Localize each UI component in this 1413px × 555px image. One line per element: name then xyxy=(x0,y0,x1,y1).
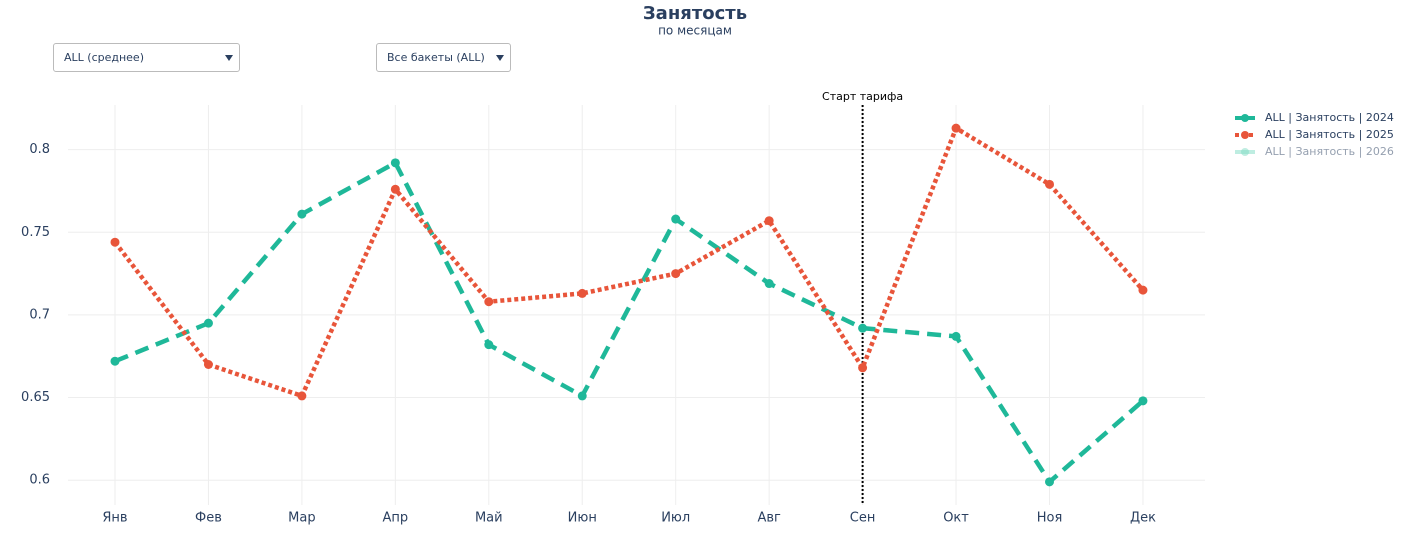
data-point xyxy=(203,360,213,370)
legend-label: ALL | Занятость | 2024 xyxy=(1265,111,1394,124)
x-tick-label: Дек xyxy=(1130,511,1156,526)
legend-label: ALL | Занятость | 2025 xyxy=(1265,128,1394,141)
series-line xyxy=(113,124,1145,399)
x-tick-label: Апр xyxy=(383,511,409,526)
y-tick-label: 0.75 xyxy=(21,225,50,240)
series-line xyxy=(114,159,1145,486)
data-point xyxy=(484,297,494,307)
data-point xyxy=(1045,477,1054,487)
data-point xyxy=(390,184,400,194)
dropdown[interactable]: ALL (среднее) xyxy=(53,43,240,72)
reference-label: Старт тарифа xyxy=(822,90,903,103)
dropdown-label: Все бакеты (ALL) xyxy=(387,51,485,64)
legend-marker xyxy=(1241,148,1249,156)
x-tick-label: Янв xyxy=(102,511,127,526)
dropdown-arrow xyxy=(496,55,504,61)
data-point xyxy=(203,318,213,328)
x-tick-label: Окт xyxy=(943,511,969,526)
x-tick-label: Авг xyxy=(757,511,781,526)
data-point xyxy=(858,323,868,333)
data-point xyxy=(858,363,868,373)
data-point xyxy=(951,331,961,341)
data-point xyxy=(297,209,307,219)
data-point xyxy=(577,288,587,298)
y-tick-label: 0.65 xyxy=(21,390,50,405)
y-tick-label: 0.6 xyxy=(29,473,50,488)
data-point xyxy=(484,340,494,350)
dropdown-label: ALL (среднее) xyxy=(64,51,144,64)
dropdown-arrow xyxy=(225,55,233,61)
x-tick-label: Июн xyxy=(568,511,597,526)
data-point xyxy=(764,279,774,289)
data-point xyxy=(577,391,587,401)
legend-label: ALL | Занятость | 2026 xyxy=(1265,145,1394,158)
legend-marker xyxy=(1241,114,1249,122)
data-point xyxy=(951,123,961,133)
data-point xyxy=(1045,179,1054,189)
x-tick-label: Май xyxy=(475,511,503,526)
x-tick-label: Июл xyxy=(661,511,690,526)
legend-marker xyxy=(1241,131,1249,139)
chart-subtitle: по месяцам xyxy=(658,24,732,38)
data-point xyxy=(671,269,681,279)
y-tick-label: 0.7 xyxy=(29,307,50,322)
data-point xyxy=(1138,285,1148,295)
x-tick-label: Фев xyxy=(195,511,222,526)
x-tick-label: Сен xyxy=(850,511,876,526)
data-point xyxy=(110,237,120,247)
chart-title: Занятость xyxy=(643,3,747,24)
data-point xyxy=(390,158,400,168)
data-point xyxy=(110,356,120,366)
data-point xyxy=(764,216,774,226)
y-tick-label: 0.8 xyxy=(29,142,50,157)
data-point xyxy=(671,214,681,224)
x-tick-label: Ноя xyxy=(1037,511,1063,526)
data-point xyxy=(297,391,307,401)
x-tick-label: Мар xyxy=(288,511,315,526)
dropdown[interactable]: Все бакеты (ALL) xyxy=(376,43,511,72)
data-point xyxy=(1138,396,1148,406)
